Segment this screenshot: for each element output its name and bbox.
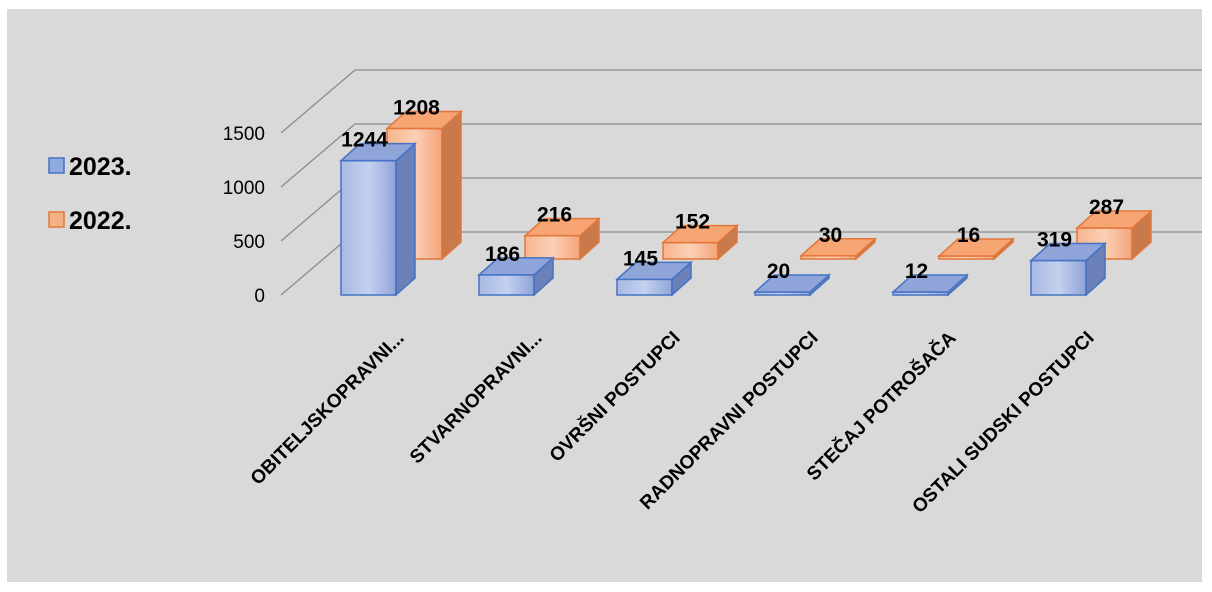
- data-label-2023: 145: [623, 247, 658, 270]
- bar-chart: 0 500 1000 1500 1208 216 152 30 16 287 1244 186 145…: [48, 69, 1202, 518]
- bar-2023-top: [339, 142, 417, 162]
- data-label-2023: 186: [485, 243, 520, 266]
- bar-2022-side: [441, 109, 462, 261]
- data-label-2022: 30: [819, 224, 842, 247]
- bar-2023-top: [615, 261, 693, 281]
- data-label-2022: 16: [957, 224, 980, 247]
- bar-2023-top: [1029, 242, 1107, 262]
- data-label-2022: 216: [537, 204, 572, 227]
- data-label-2022: 1208: [393, 97, 440, 120]
- data-label-2023: 319: [1037, 229, 1072, 252]
- y-tick-label: 1000: [223, 178, 265, 199]
- bar-2022: [662, 241, 719, 260]
- data-label-2022: 287: [1089, 196, 1124, 219]
- bar-2022-top: [1075, 210, 1153, 229]
- data-label-2023: 12: [905, 260, 928, 283]
- bar-2023-top: [477, 257, 555, 276]
- category-label: STEČAJ POTROŠAČA: [802, 327, 960, 485]
- bar-2023: [478, 274, 535, 296]
- category-label: OBITELJSKOPRAVNI...: [247, 328, 409, 490]
- legend-swatch-2022: [48, 211, 65, 228]
- bar-2023: [616, 278, 673, 296]
- y-tick-label: 0: [254, 286, 265, 307]
- legend-label: 2023.: [69, 153, 132, 181]
- legend: 2023. 2022.: [48, 153, 132, 235]
- gridline-side: [280, 123, 356, 188]
- bar-2023: [1030, 259, 1087, 296]
- data-label-2022: 152: [675, 211, 710, 234]
- bar-2023: [340, 159, 397, 296]
- bar-2022-top: [385, 110, 463, 130]
- axes-layer: 0 500 1000 1500: [223, 69, 1202, 307]
- y-tick-label: 1500: [223, 124, 265, 145]
- category-label: OVRŠNI POSTUPCI: [545, 327, 684, 466]
- bar-2022: [524, 234, 581, 260]
- bar-2022-top: [661, 224, 739, 244]
- bar-2022-top: [799, 238, 877, 257]
- gridline-side: [280, 69, 356, 134]
- category-label: STVARNOPRAVNI...: [406, 328, 547, 469]
- chart-area: 0 500 1000 1500 1208 216 152 30 16 287 1244 186 145…: [7, 9, 1202, 582]
- data-label-2023: 1244: [341, 129, 388, 152]
- y-tick-label: 500: [233, 232, 265, 253]
- legend-label: 2022.: [69, 207, 132, 235]
- bar-2023-top: [753, 274, 831, 293]
- data-label-2023: 20: [767, 260, 790, 283]
- bar-2022-top: [937, 238, 1015, 257]
- bar-2022-top: [523, 217, 601, 237]
- legend-swatch-2023: [48, 157, 65, 174]
- bar-2023-side: [395, 141, 416, 297]
- bars-layer: [339, 109, 1153, 297]
- bar-2023-top: [891, 274, 969, 293]
